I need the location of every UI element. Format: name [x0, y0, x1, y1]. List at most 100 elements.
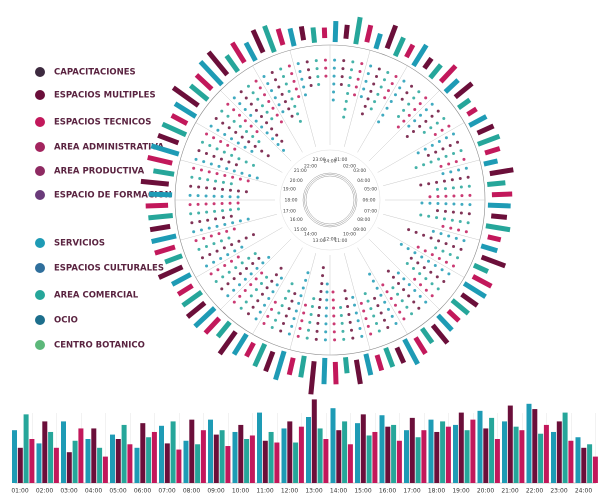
dot	[207, 226, 211, 230]
dot	[402, 119, 406, 123]
dot	[221, 216, 225, 220]
radial-bar	[342, 356, 350, 374]
x-tick-label: 07:00	[158, 488, 175, 495]
dot	[393, 303, 397, 307]
legend-label: OCIO	[54, 316, 78, 326]
dot	[202, 160, 206, 164]
dot	[405, 261, 409, 265]
dot	[342, 337, 346, 341]
dot	[219, 157, 223, 161]
dot	[390, 82, 394, 86]
dot	[222, 246, 226, 250]
dot	[386, 89, 390, 93]
hour-label: 20:00	[290, 178, 303, 184]
legend-swatch	[35, 142, 45, 152]
bar	[159, 425, 164, 483]
hour-spoke	[383, 214, 480, 241]
dot	[255, 266, 259, 270]
dot	[226, 253, 230, 257]
inner-ring	[302, 172, 358, 228]
dot	[377, 329, 381, 333]
radial-bar	[140, 178, 170, 187]
bar	[249, 435, 255, 483]
radial-bar	[480, 243, 498, 254]
dot	[434, 150, 438, 154]
dot	[297, 95, 301, 99]
hour-label: 02:00	[343, 164, 356, 170]
dot	[441, 249, 445, 253]
dot	[429, 236, 433, 240]
dot	[460, 194, 464, 198]
x-tick-label: 06:00	[134, 488, 151, 495]
radial-bar	[149, 223, 171, 233]
dot	[312, 297, 316, 301]
dot	[431, 229, 435, 233]
dot	[217, 232, 221, 236]
bar	[268, 431, 274, 483]
radial-bar	[170, 272, 192, 287]
bar	[17, 447, 23, 483]
radial-bar	[446, 308, 461, 323]
dot	[402, 79, 406, 83]
dot	[452, 244, 456, 248]
dot	[223, 223, 227, 227]
dot	[343, 289, 347, 293]
hour-label: 21:00	[294, 168, 307, 174]
dot	[413, 277, 417, 281]
dot	[290, 324, 294, 328]
dot	[215, 224, 219, 228]
dot	[212, 194, 216, 198]
dot	[418, 124, 422, 128]
bar	[257, 412, 262, 483]
dot	[356, 319, 360, 323]
dot	[287, 64, 291, 68]
dot	[305, 60, 309, 64]
dot	[243, 107, 247, 111]
dot	[433, 263, 437, 267]
dot	[270, 89, 274, 93]
radial-bar	[468, 114, 488, 128]
dot	[253, 144, 257, 148]
bar	[483, 428, 489, 483]
dot	[406, 247, 410, 251]
dot	[205, 264, 209, 268]
dot	[464, 166, 468, 170]
x-tick-label: 24:00	[575, 488, 592, 495]
hour-spoke	[368, 238, 440, 310]
dot	[240, 245, 244, 249]
dot	[359, 95, 363, 99]
dot	[244, 236, 248, 240]
dot	[213, 187, 217, 191]
bar	[347, 444, 353, 483]
dot	[442, 280, 446, 284]
dot	[412, 96, 416, 100]
dot	[360, 112, 364, 116]
hour-spoke	[357, 65, 408, 153]
radial-bar	[206, 50, 230, 77]
dot	[279, 266, 283, 270]
dot	[419, 283, 423, 287]
dot	[364, 79, 368, 83]
dot	[237, 239, 241, 243]
dot	[274, 78, 278, 82]
dot	[340, 75, 344, 79]
dot	[243, 145, 247, 149]
dot	[253, 252, 257, 256]
hour-label: 19:00	[283, 187, 296, 193]
radial-bar	[413, 336, 428, 355]
dot	[381, 283, 385, 287]
radial-bar	[157, 264, 184, 280]
bar	[323, 439, 329, 483]
radial-bar	[275, 28, 286, 46]
hour-label: 16:00	[290, 217, 303, 223]
dot	[424, 96, 428, 100]
bar	[404, 430, 409, 483]
x-tick-label: 14:00	[330, 488, 347, 495]
dot	[284, 82, 288, 86]
x-tick-label: 23:00	[550, 488, 567, 495]
bar	[336, 430, 342, 483]
radial-bar	[456, 97, 472, 111]
radial-bar	[203, 316, 222, 335]
dot	[449, 170, 453, 174]
bar	[208, 419, 213, 483]
